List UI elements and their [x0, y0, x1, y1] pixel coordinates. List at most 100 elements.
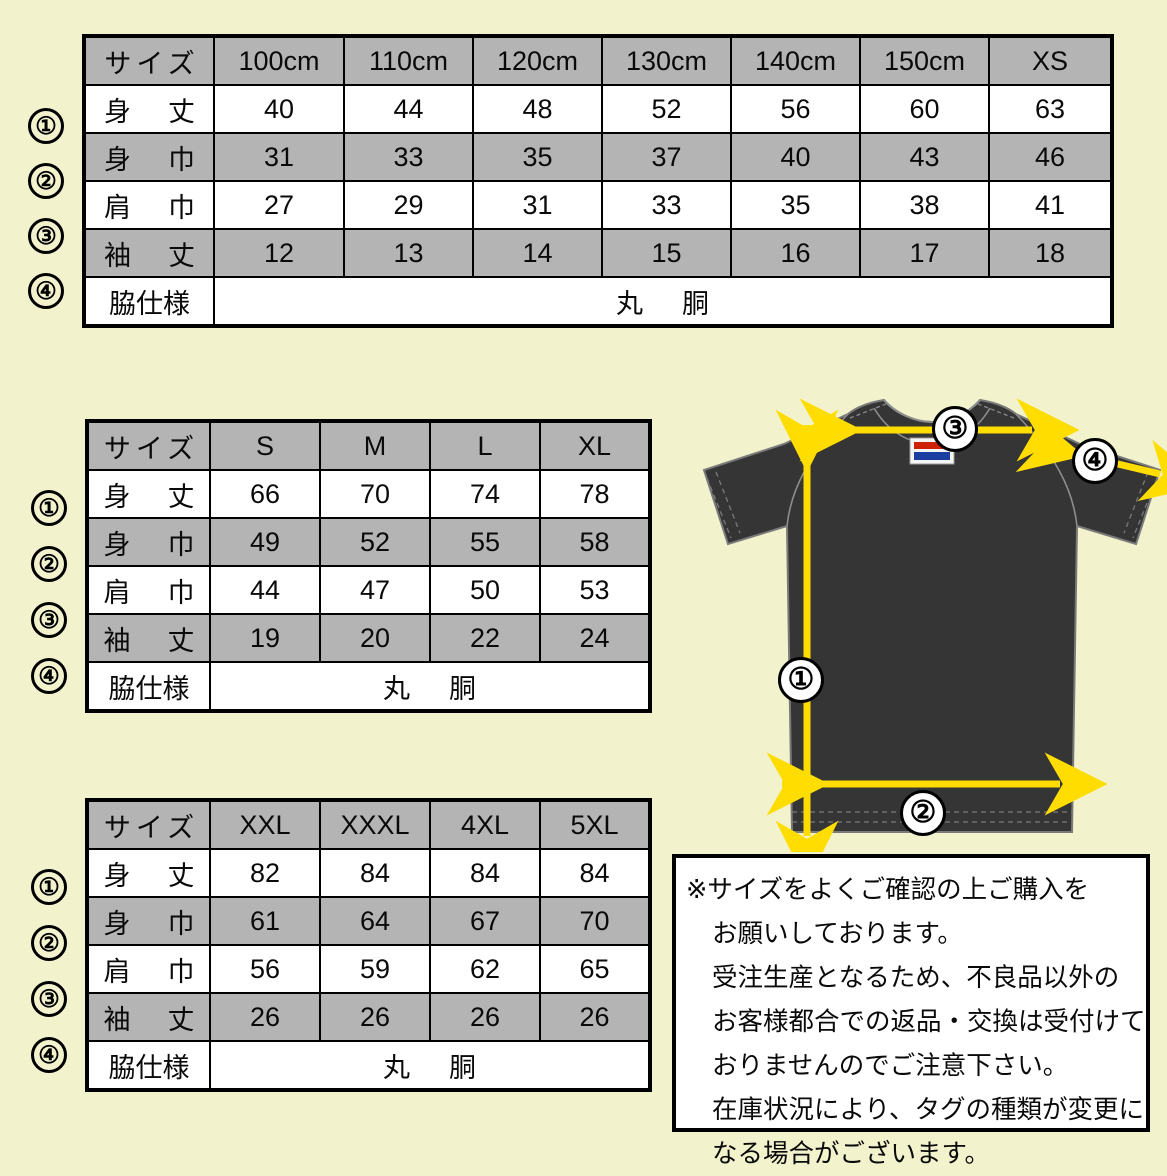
table-row-shoulder-width: 肩 巾 44 47 50 53 [86, 565, 651, 615]
table-row-shoulder-width: 肩 巾 27 29 31 33 35 38 41 [83, 180, 1113, 230]
cell-value: 19 [209, 613, 321, 663]
table-row-shoulder-width: 肩 巾 56 59 62 65 [86, 944, 651, 994]
header-cell-xl: XL [539, 420, 651, 471]
cell-value: 40 [730, 132, 861, 182]
header-cell-size: サイズ [83, 35, 215, 86]
table-row-sleeve-length: 袖 丈 26 26 26 26 [86, 992, 651, 1042]
cell-value: 70 [319, 469, 431, 519]
row-label-body-width: 身 巾 [83, 132, 215, 182]
row-marker-3-table2: ③ [31, 602, 67, 638]
table-row-sleeve-length: 袖 丈 12 13 14 15 16 17 18 [83, 228, 1113, 278]
cell-value: 31 [472, 180, 603, 230]
cell-value: 44 [343, 84, 474, 134]
table-row-body-width: 身 巾 61 64 67 70 [86, 896, 651, 946]
header-cell-150cm: 150cm [859, 35, 990, 86]
cell-value: 61 [209, 896, 321, 946]
header-cell-xs: XS [988, 35, 1113, 86]
cell-value: 62 [429, 944, 541, 994]
diagram-badge-body-width: ② [900, 790, 946, 836]
cell-value: 29 [343, 180, 474, 230]
cell-value: 31 [213, 132, 345, 182]
cell-value: 43 [859, 132, 990, 182]
cell-value: 48 [472, 84, 603, 134]
header-cell-130cm: 130cm [601, 35, 732, 86]
row-marker-2-table2: ② [31, 546, 67, 582]
header-cell-140cm: 140cm [730, 35, 861, 86]
row-label-side-spec: 脇仕様 [86, 1040, 211, 1091]
cell-value: 47 [319, 565, 431, 615]
table-row-body-width: 身 巾 49 52 55 58 [86, 517, 651, 567]
diagram-badge-shoulder-width: ③ [932, 406, 978, 452]
row-marker-3-table1: ③ [28, 218, 64, 254]
table-header-row: サイズ 100cm 110cm 120cm 130cm 140cm 150cm … [83, 35, 1113, 86]
header-cell-xxxl: XXXL [319, 799, 431, 850]
size-table-kids: サイズ 100cm 110cm 120cm 130cm 140cm 150cm … [82, 34, 1114, 328]
table-row-body-length: 身 丈 66 70 74 78 [86, 469, 651, 519]
cell-value: 58 [539, 517, 651, 567]
row-label-sleeve-length: 袖 丈 [83, 228, 215, 278]
cell-value: 66 [209, 469, 321, 519]
note-line-2: お願いしております。 [712, 920, 963, 948]
cell-value: 52 [319, 517, 431, 567]
table-header-row: サイズ XXL XXXL 4XL 5XL [86, 799, 651, 850]
row-label-sleeve-length: 袖 丈 [86, 992, 211, 1042]
table-header-row: サイズ S M L XL [86, 420, 651, 471]
diagram-badge-sleeve-length: ④ [1072, 438, 1118, 484]
row-label-sleeve-length: 袖 丈 [86, 613, 211, 663]
cell-value: 37 [601, 132, 732, 182]
size-table-xxl-5xl: サイズ XXL XXXL 4XL 5XL 身 丈 82 84 84 84 身 巾… [85, 798, 652, 1092]
cell-value: 16 [730, 228, 861, 278]
note-line-4: お客様都合での返品・交換は受付けて [712, 1008, 1146, 1036]
header-cell-120cm: 120cm [472, 35, 603, 86]
row-marker-2-table3: ② [31, 925, 67, 961]
cell-value: 41 [988, 180, 1113, 230]
header-cell-4xl: 4XL [429, 799, 541, 850]
cell-value: 15 [601, 228, 732, 278]
cell-value: 26 [429, 992, 541, 1042]
table-row-sleeve-length: 袖 丈 19 20 22 24 [86, 613, 651, 663]
cell-value: 13 [343, 228, 474, 278]
row-label-side-spec: 脇仕様 [86, 661, 211, 712]
cell-value: 65 [539, 944, 651, 994]
row-marker-4-table3: ④ [31, 1037, 67, 1073]
cell-value: 56 [730, 84, 861, 134]
header-cell-l: L [429, 420, 541, 471]
header-cell-m: M [319, 420, 431, 471]
cell-value: 46 [988, 132, 1113, 182]
cell-value: 26 [209, 992, 321, 1042]
cell-value: 38 [859, 180, 990, 230]
header-cell-s: S [209, 420, 321, 471]
header-cell-size: サイズ [86, 420, 211, 471]
cell-value: 20 [319, 613, 431, 663]
note-line-6: 在庫状況により、タグの種類が変更に [712, 1096, 1144, 1124]
cell-value: 14 [472, 228, 603, 278]
row-marker-1-table2: ① [31, 490, 67, 526]
row-marker-1-table3: ① [31, 869, 67, 905]
row-label-body-length: 身 丈 [83, 84, 215, 134]
cell-value: 17 [859, 228, 990, 278]
row-marker-3-table3: ③ [31, 981, 67, 1017]
cell-value: 74 [429, 469, 541, 519]
purchase-note-box: ※サイズをよくご確認の上ご購入を お願いしております。 受注生産となるため、不良… [672, 854, 1150, 1168]
table-row-side-spec: 脇仕様 丸 胴 [83, 276, 1113, 327]
cell-value: 49 [209, 517, 321, 567]
cell-value: 26 [539, 992, 651, 1042]
cell-value: 26 [319, 992, 431, 1042]
note-line-3: 受注生産となるため、不良品以外の [712, 964, 1120, 992]
table-row-body-width: 身 巾 31 33 35 37 40 43 46 [83, 132, 1113, 182]
cell-value: 67 [429, 896, 541, 946]
cell-value: 35 [730, 180, 861, 230]
row-label-shoulder-width: 肩 巾 [86, 944, 211, 994]
table-row-body-length: 身 丈 82 84 84 84 [86, 848, 651, 898]
row-label-shoulder-width: 肩 巾 [86, 565, 211, 615]
cell-value: 35 [472, 132, 603, 182]
cell-value: 64 [319, 896, 431, 946]
note-line-5: おりませんのでご注意下さい。 [712, 1052, 1069, 1080]
cell-value: 40 [213, 84, 345, 134]
side-spec-value: 丸 胴 [209, 1040, 651, 1091]
header-cell-110cm: 110cm [343, 35, 474, 86]
cell-value: 22 [429, 613, 541, 663]
note-line-7: なる場合がございます。 [712, 1140, 990, 1168]
table-row-side-spec: 脇仕様 丸 胴 [86, 1040, 651, 1091]
row-label-side-spec: 脇仕様 [83, 276, 215, 327]
